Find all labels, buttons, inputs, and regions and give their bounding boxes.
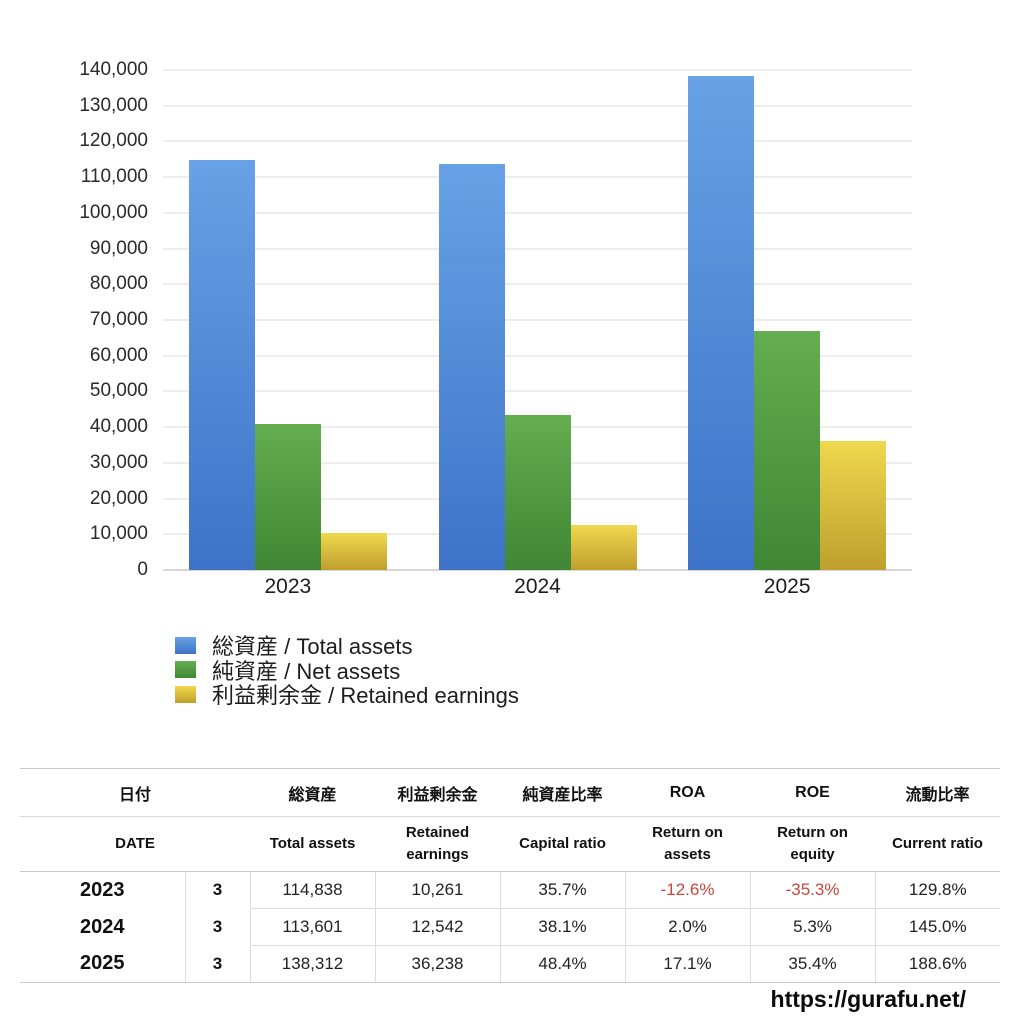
y-tick-label: 120,000 [79, 130, 148, 152]
table-row-2024: 2024 3 113,601 12,542 38.1% 2.0% 5.3% 14… [20, 908, 1001, 946]
gridline [163, 247, 912, 250]
gridline [163, 319, 912, 321]
bar-retained-earnings-2023 [320, 533, 387, 570]
col-header-roe: ROE [750, 768, 876, 817]
col-header-date-en: DATE [20, 816, 251, 872]
cell-total-assets: 114,838 [249, 871, 376, 909]
y-tick-label: 80,000 [89, 273, 148, 295]
legend: 総資産 / Total assets 純資産 / Net assets 利益剰余金 … [175, 633, 519, 708]
col-header-current-ratio-en: Current ratio [875, 816, 1001, 872]
y-tick-label: 40,000 [89, 416, 148, 438]
col-header-current-ratio-jp: 流動比率 [875, 768, 1001, 817]
cell-current-ratio: 188.6% [874, 945, 1001, 983]
cell-year: 2024 [80, 915, 125, 938]
cell-current-ratio: 129.8% [874, 871, 1001, 909]
cell-retained-earnings: 12,542 [374, 908, 501, 946]
legend-item-net-assets: 純資産 / Net assets [175, 658, 519, 684]
legend-item-retained-earnings: 利益剰余金 / Retained earnings [175, 682, 519, 708]
legend-label: 純資産 / Net assets [212, 658, 401, 684]
col-header-return-on-assets: Return on assets [625, 816, 751, 872]
bar-net-assets-2023 [254, 423, 321, 570]
table-header-en: DATE Total assets Retained earnings Capi… [20, 816, 1001, 872]
cell-roe: 5.3% [749, 908, 876, 946]
y-tick-label: 60,000 [89, 344, 148, 366]
y-tick-label: 50,000 [89, 380, 148, 402]
bar-net-assets-2024 [504, 415, 571, 570]
y-tick-label: 110,000 [80, 166, 148, 188]
cell-year: 2023 [80, 878, 125, 901]
bar-retained-earnings-2024 [570, 525, 637, 570]
bar-chart: 総資産 / Total assets 純資産 / Net assets 利益剰余金 … [79, 59, 912, 708]
x-tick-label: 2025 [763, 575, 811, 598]
col-header-retained-earnings-en: Retained earnings [375, 816, 501, 872]
y-tick-label: 20,000 [89, 487, 148, 509]
cell-roa: 17.1% [624, 945, 751, 983]
legend-label: 総資産 / Total assets [212, 634, 413, 660]
col-header-retained-earnings-jp: 利益剰余金 [375, 768, 501, 817]
col-header-capital-ratio-jp: 純資産比率 [500, 768, 626, 817]
cell-roa: 2.0% [624, 908, 751, 946]
y-tick-label: 90,000 [89, 237, 148, 259]
y-tick-label: 130,000 [79, 94, 148, 116]
bar-retained-earnings-2025 [820, 440, 887, 570]
cell-roa: -12.6% [624, 871, 751, 909]
cell-retained-earnings: 10,261 [374, 871, 501, 909]
gridline [163, 354, 912, 357]
col-header-total-assets-en: Total assets [250, 816, 376, 872]
site-url: https://gurafu.net/ [770, 986, 966, 1012]
cell-year: 2025 [20, 945, 185, 983]
cell-total-assets: 113,601 [249, 908, 376, 946]
x-axis-line [163, 569, 912, 571]
cell-capital-ratio: 35.7% [499, 871, 626, 909]
y-tick-label: 100,000 [79, 201, 148, 223]
bar-total-assets-2023 [188, 159, 255, 570]
gridline [163, 176, 912, 179]
gridline [163, 390, 912, 393]
col-header-capital-ratio-en: Capital ratio [500, 816, 626, 872]
y-tick-label: 0 [137, 559, 148, 580]
financial-table: 日付 総資産 利益剰余金 純資産比率 ROA ROE 流動比率 DATE Tot… [20, 768, 1001, 983]
table-row-2023: 2023 3 114,838 10,261 35.7% -12.6% -35.3… [20, 871, 1001, 909]
col-header-return-on-equity: Return on equity [750, 816, 876, 872]
gridline [163, 283, 912, 286]
y-tick-label: 30,000 [89, 451, 148, 473]
gridline [163, 69, 912, 71]
legend-swatch-retained-earnings [175, 685, 196, 703]
cell-capital-ratio: 48.4% [499, 945, 626, 983]
table-row-2025: 2025 3 138,312 36,238 48.4% 17.1% 35.4% … [20, 945, 1001, 983]
legend-label: 利益剰余金 / Retained earnings [212, 683, 519, 709]
bar-total-assets-2025 [688, 76, 755, 570]
cell-roe: 35.4% [749, 945, 876, 983]
y-tick-label: 140,000 [79, 59, 148, 80]
y-tick-label: 70,000 [89, 309, 148, 330]
bar-net-assets-2025 [754, 330, 821, 570]
x-tick-label: 2023 [264, 575, 312, 598]
cell-month: 3 [184, 908, 251, 946]
gridline [163, 104, 912, 107]
cell-total-assets: 138,312 [249, 945, 376, 983]
cell-capital-ratio: 38.1% [499, 908, 626, 946]
gridline [163, 140, 912, 143]
cell-roe: -35.3% [749, 871, 876, 909]
col-header-total-assets-jp: 総資産 [250, 768, 376, 817]
plot-area [163, 69, 912, 571]
cell-month: 3 [184, 871, 251, 909]
col-header-date-jp: 日付 [20, 768, 251, 817]
cell-current-ratio: 145.0% [874, 908, 1001, 946]
col-header-roa: ROA [625, 768, 751, 817]
gridline [163, 211, 912, 214]
x-tick-label: 2024 [514, 575, 561, 598]
table-header-jp: 日付 総資産 利益剰余金 純資産比率 ROA ROE 流動比率 [20, 768, 1001, 817]
legend-item-total-assets: 総資産 / Total assets [175, 633, 519, 659]
legend-swatch-total-assets [175, 636, 196, 654]
cell-month: 3 [184, 945, 251, 983]
legend-swatch-net-assets [175, 661, 196, 679]
bar-total-assets-2024 [438, 164, 505, 570]
cell-retained-earnings: 36,238 [374, 945, 501, 983]
y-tick-label: 10,000 [89, 523, 148, 545]
